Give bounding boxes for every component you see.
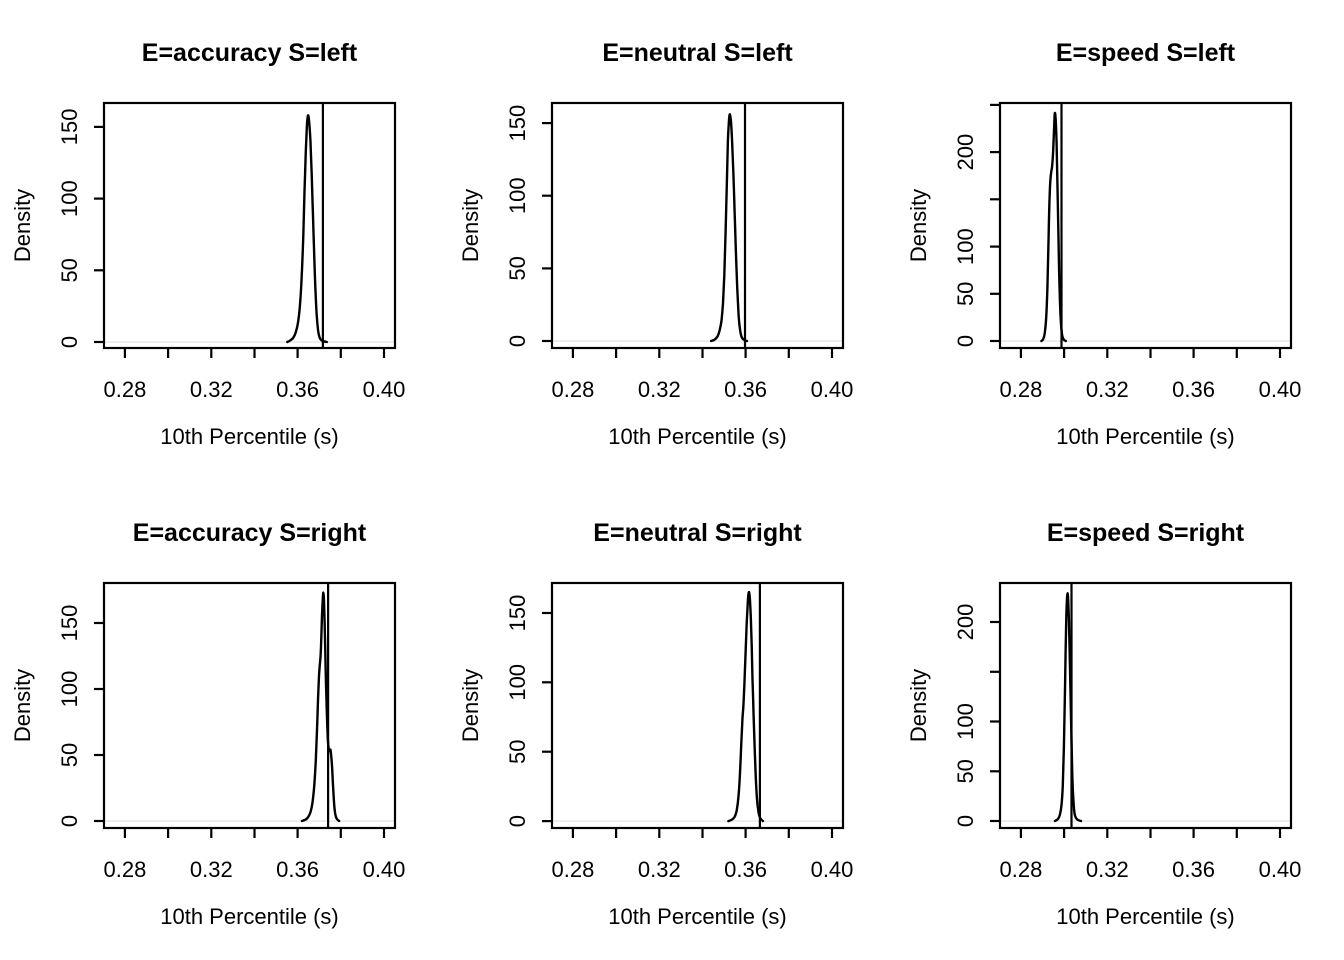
x-tick-label: 0.36 bbox=[1172, 857, 1215, 882]
x-tick-label: 0.40 bbox=[363, 377, 406, 402]
plot-box bbox=[102, 581, 397, 830]
x-axis-title: 10th Percentile (s) bbox=[1056, 424, 1235, 449]
density-curve bbox=[1040, 111, 1067, 343]
y-tick-label: 100 bbox=[57, 671, 82, 708]
y-tick-label: 150 bbox=[505, 105, 530, 142]
x-tick-label: 0.28 bbox=[551, 377, 594, 402]
x-tick-label: 0.28 bbox=[103, 377, 146, 402]
panel-neutral-right-plot: 0.28 0.32 0.36 0.40 0 50 100 150 E=neutral S=rig… bbox=[458, 519, 854, 929]
y-tick-label: 0 bbox=[505, 815, 530, 827]
density-curve bbox=[1053, 592, 1083, 823]
panel-title: E=neutral S=left bbox=[602, 39, 793, 67]
y-tick-label: 100 bbox=[57, 180, 82, 217]
x-tick-label: 0.36 bbox=[724, 377, 767, 402]
panel-accuracy-left-plot: 0.28 0.32 0.36 0.40 0 50 100 150 E=accuracy S=le… bbox=[10, 39, 406, 449]
x-tick-label: 0.32 bbox=[1086, 857, 1129, 882]
panel-title: E=accuracy S=left bbox=[142, 39, 358, 67]
x-axis-title: 10th Percentile (s) bbox=[608, 424, 787, 449]
y-tick-label: 150 bbox=[505, 595, 530, 632]
panel-title: E=neutral S=right bbox=[593, 519, 802, 547]
y-tick-label: 50 bbox=[505, 739, 530, 763]
plot-box bbox=[550, 581, 845, 830]
y-axis-title: Density bbox=[10, 189, 35, 262]
panel-accuracy-right: 0.28 0.32 0.36 0.40 0 50 100 150 E=accuracy S=ri… bbox=[0, 480, 448, 960]
plot-box bbox=[550, 101, 845, 350]
y-axis-title: Density bbox=[10, 669, 35, 742]
density-curve bbox=[727, 590, 765, 823]
y-tick-label: 200 bbox=[953, 134, 978, 171]
x-tick-label: 0.40 bbox=[363, 857, 406, 882]
y-tick-label: 50 bbox=[57, 743, 82, 767]
panel-neutral-left: 0.28 0.32 0.36 0.40 0 50 100 150 E=neutral S=lef… bbox=[448, 0, 896, 480]
x-tick-label: 0.40 bbox=[1259, 857, 1302, 882]
panel-accuracy-right-plot: 0.28 0.32 0.36 0.40 0 50 100 150 E=accuracy S=ri… bbox=[10, 519, 406, 929]
x-axis-title: 10th Percentile (s) bbox=[1056, 904, 1235, 929]
y-tick-label: 50 bbox=[953, 759, 978, 783]
panel-title: E=accuracy S=right bbox=[133, 519, 367, 547]
y-tick-label: 0 bbox=[505, 335, 530, 347]
y-tick-label: 200 bbox=[953, 604, 978, 641]
x-tick-label: 0.36 bbox=[724, 857, 767, 882]
panel-speed-left-plot: 0.28 0.32 0.36 0.40 0 50 100 200 E=speed S=left 1… bbox=[906, 39, 1302, 449]
y-tick-label: 100 bbox=[953, 703, 978, 740]
x-tick-label: 0.40 bbox=[811, 857, 854, 882]
x-tick-label: 0.32 bbox=[190, 377, 233, 402]
panel-neutral-right: 0.28 0.32 0.36 0.40 0 50 100 150 E=neutral S=rig… bbox=[448, 480, 896, 960]
y-tick-label: 50 bbox=[953, 282, 978, 306]
panel-speed-right: 0.28 0.32 0.36 0.40 0 50 100 200 E=speed S=right… bbox=[896, 480, 1344, 960]
y-tick-label: 50 bbox=[505, 256, 530, 280]
y-tick-label: 50 bbox=[57, 258, 82, 282]
x-tick-label: 0.28 bbox=[551, 857, 594, 882]
y-tick-label: 0 bbox=[953, 335, 978, 347]
x-tick-label: 0.28 bbox=[999, 377, 1042, 402]
x-tick-label: 0.36 bbox=[276, 857, 319, 882]
x-axis-title: 10th Percentile (s) bbox=[160, 904, 339, 929]
x-tick-label: 0.36 bbox=[276, 377, 319, 402]
x-tick-label: 0.28 bbox=[103, 857, 146, 882]
y-axis-title: Density bbox=[458, 189, 483, 262]
density-curve bbox=[300, 591, 341, 823]
y-tick-label: 150 bbox=[57, 605, 82, 642]
panel-title: E=speed S=right bbox=[1047, 519, 1245, 547]
density-curve bbox=[286, 114, 328, 344]
panel-speed-left: 0.28 0.32 0.36 0.40 0 50 100 200 E=speed S=left 1… bbox=[896, 0, 1344, 480]
y-tick-label: 150 bbox=[57, 109, 82, 146]
x-tick-label: 0.36 bbox=[1172, 377, 1215, 402]
panel-speed-right-plot: 0.28 0.32 0.36 0.40 0 50 100 200 E=speed S=right… bbox=[906, 519, 1302, 929]
x-axis-title: 10th Percentile (s) bbox=[608, 904, 787, 929]
x-tick-label: 0.32 bbox=[638, 857, 681, 882]
x-tick-label: 0.32 bbox=[638, 377, 681, 402]
y-axis-title: Density bbox=[458, 669, 483, 742]
y-axis-title: Density bbox=[906, 189, 931, 262]
y-tick-label: 0 bbox=[57, 336, 82, 348]
panel-accuracy-left: 0.28 0.32 0.36 0.40 0 50 100 150 E=accuracy S=le… bbox=[0, 0, 448, 480]
y-tick-label: 100 bbox=[505, 177, 530, 214]
x-axis-title: 10th Percentile (s) bbox=[160, 424, 339, 449]
panel-neutral-left-plot: 0.28 0.32 0.36 0.40 0 50 100 150 E=neutral S=lef… bbox=[458, 39, 854, 449]
x-tick-label: 0.40 bbox=[1259, 377, 1302, 402]
y-tick-label: 0 bbox=[57, 815, 82, 827]
plot-box bbox=[998, 101, 1293, 350]
density-curve bbox=[709, 113, 749, 343]
y-tick-label: 100 bbox=[505, 664, 530, 701]
x-tick-label: 0.32 bbox=[1086, 377, 1129, 402]
panel-title: E=speed S=left bbox=[1056, 39, 1236, 67]
plot-box bbox=[102, 101, 397, 350]
x-tick-label: 0.40 bbox=[811, 377, 854, 402]
y-tick-label: 0 bbox=[953, 815, 978, 827]
y-tick-label: 100 bbox=[953, 228, 978, 265]
x-tick-label: 0.32 bbox=[190, 857, 233, 882]
y-axis-title: Density bbox=[906, 669, 931, 742]
x-tick-label: 0.28 bbox=[999, 857, 1042, 882]
plot-box bbox=[998, 581, 1293, 830]
